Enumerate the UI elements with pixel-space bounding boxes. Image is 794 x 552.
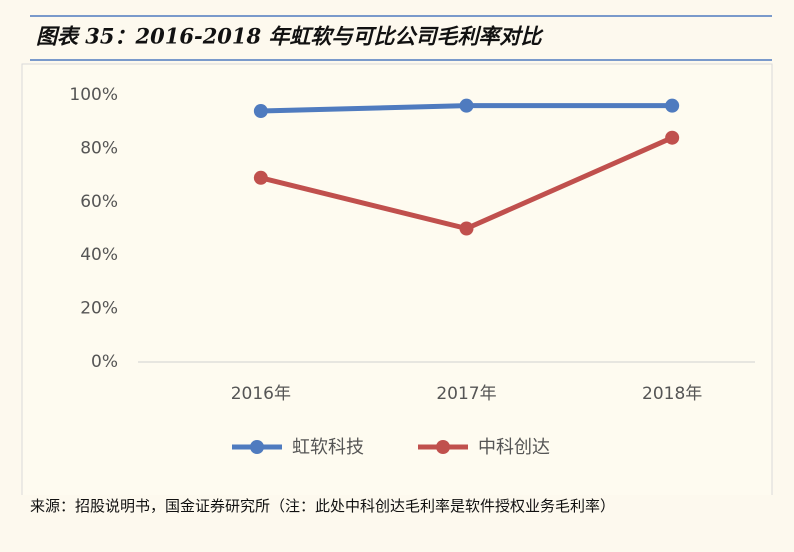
y-tick-label: 60%: [80, 192, 118, 212]
x-tick-label: 2017年: [436, 384, 496, 404]
legend-label: 中科创达: [478, 437, 550, 458]
y-tick-label: 100%: [69, 85, 118, 105]
data-point: [253, 170, 268, 185]
data-point: [665, 130, 680, 145]
legend-label: 虹软科技: [292, 437, 364, 458]
source-note: 来源：招股说明书，国金证券研究所（注：此处中科创达毛利率是软件授权业务毛利率）: [30, 497, 616, 515]
x-tick-label: 2018年: [642, 384, 702, 404]
chart: 图表 35：2016-2018 年虹软与可比公司毛利率对比 0% 20% 40% 60…: [21, 15, 773, 495]
y-tick-label: 0%: [91, 352, 118, 372]
legend-marker: [250, 440, 264, 454]
data-point: [459, 221, 474, 236]
y-tick-label: 20%: [80, 299, 118, 319]
y-tick-label: 80%: [80, 138, 118, 158]
chart-title: 图表 35：2016-2018 年虹软与可比公司毛利率对比: [36, 24, 544, 49]
chart-frame: [21, 63, 773, 495]
data-point: [459, 98, 474, 113]
data-point: [253, 104, 268, 119]
data-point: [665, 98, 680, 113]
y-tick-label: 40%: [80, 245, 118, 265]
x-tick-label: 2016年: [231, 384, 291, 404]
legend-marker: [436, 440, 450, 454]
